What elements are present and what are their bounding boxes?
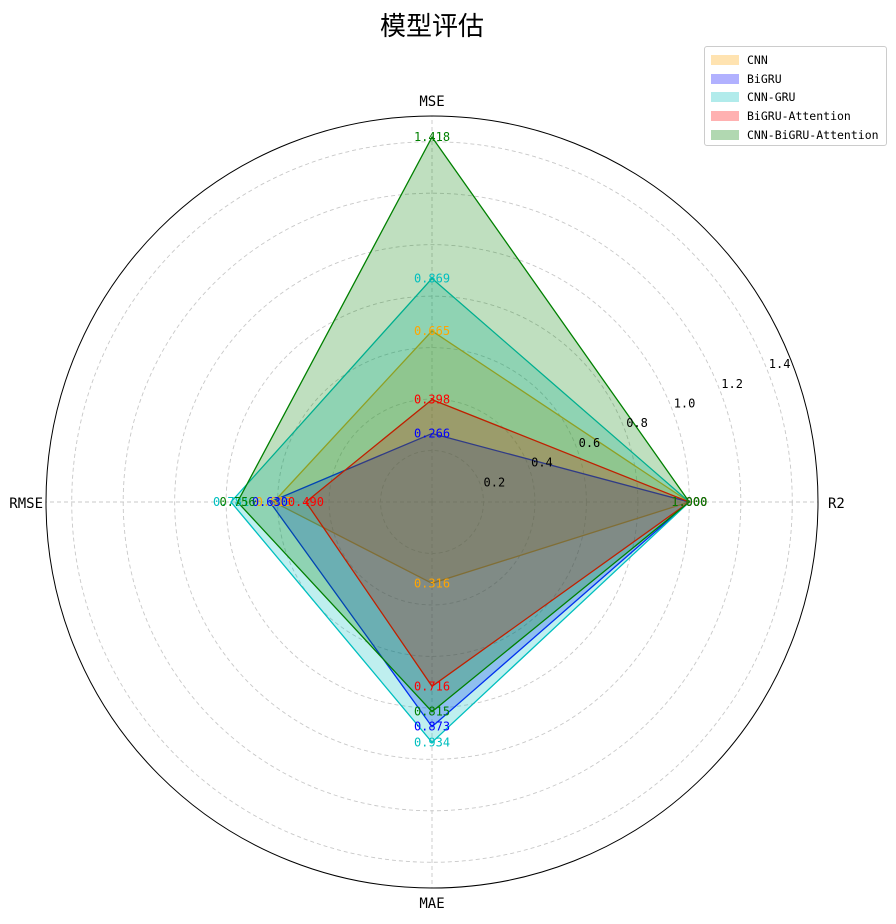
- radial-tick-label: 0.2: [484, 475, 506, 489]
- legend-swatch: [711, 73, 739, 84]
- radial-tick-label: 0.8: [626, 416, 648, 430]
- data-label: 1.000: [671, 495, 707, 509]
- legend-label: CNN-BiGRU-Attention: [747, 127, 879, 142]
- legend-label: CNN-GRU: [747, 90, 796, 105]
- data-label: 0.615: [256, 495, 292, 509]
- data-label: 0.665: [414, 324, 450, 338]
- data-label: 0.815: [414, 705, 450, 719]
- legend-swatch: [711, 129, 739, 140]
- radial-tick-label: 0.4: [531, 456, 553, 470]
- series-line-bigru-attention: [305, 398, 691, 688]
- axis-label-rmse: RMSE: [9, 496, 43, 512]
- data-label: 0.716: [414, 679, 450, 693]
- data-label: 0.490: [288, 495, 324, 509]
- series-area-cnn-gru: [231, 278, 690, 743]
- legend-swatch: [711, 111, 739, 122]
- data-label: 0.781: [213, 495, 249, 509]
- data-label: 0.630: [252, 495, 288, 509]
- series-area-cnn-bigru-attention: [237, 137, 690, 712]
- series-line-cnn-gru: [230, 277, 691, 744]
- radial-tick-label: 1.2: [721, 377, 743, 391]
- data-label: 0.398: [414, 393, 450, 407]
- data-label: 0.934: [414, 735, 450, 749]
- legend-item: CNN-GRU: [711, 88, 880, 107]
- series-area-bigru-attention: [305, 399, 690, 687]
- series-line-cnn-bigru-attention: [236, 135, 691, 713]
- legend-swatch: [711, 55, 739, 66]
- legend-label: BiGRU-Attention: [747, 109, 851, 124]
- data-label: 0.756: [219, 495, 255, 509]
- data-label: 0.873: [414, 720, 450, 734]
- legend-item: BiGRU: [711, 70, 880, 89]
- legend-label: CNN: [747, 53, 768, 68]
- data-label: 1.000: [671, 495, 707, 509]
- data-label: 0.316: [414, 576, 450, 590]
- data-label: 1.000: [671, 495, 707, 509]
- radial-tick-label: 0.6: [579, 436, 601, 450]
- chart-legend: CNN BiGRU CNN-GRU BiGRU-Attention CNN-BiGRU-…: [704, 46, 887, 146]
- data-label: 0.266: [414, 427, 450, 441]
- legend-item: BiGRU-Attention: [711, 107, 880, 126]
- series-area-cnn: [273, 330, 690, 584]
- series-area-bigru: [269, 433, 690, 727]
- legend-item: CNN-BiGRU-Attention: [711, 125, 880, 144]
- data-label: 0.869: [414, 271, 450, 285]
- chart-title: 模型评估: [379, 12, 484, 42]
- outer-frame: [45, 115, 819, 889]
- series-line-bigru: [268, 432, 691, 728]
- legend-item: CNN: [711, 51, 880, 70]
- legend-swatch: [711, 92, 739, 103]
- data-label: 1.418: [414, 130, 450, 144]
- axis-label-r2: R2: [828, 496, 845, 512]
- radial-tick-label: 1.4: [769, 357, 791, 371]
- axis-label-mae: MAE: [419, 896, 444, 912]
- series-line-cnn: [272, 330, 691, 585]
- data-label: 1.000: [671, 495, 707, 509]
- data-label: 1.000: [671, 495, 707, 509]
- axis-label-mse: MSE: [419, 94, 444, 110]
- legend-label: BiGRU: [747, 71, 782, 86]
- radial-tick-label: 1.0: [674, 397, 696, 411]
